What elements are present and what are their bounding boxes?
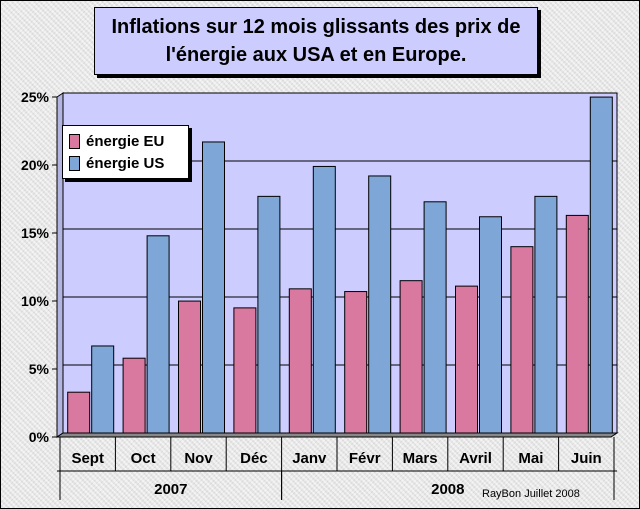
legend: énergie EU énergie US xyxy=(62,125,189,179)
x-tick-label: Mars xyxy=(403,450,438,467)
bar-us xyxy=(368,175,392,434)
plot-floor xyxy=(55,432,619,438)
y-tick-label: 10% xyxy=(21,293,50,309)
x-tick-label: Oct xyxy=(131,450,156,467)
y-tick-label: 25% xyxy=(21,89,50,105)
x-tick-label: Déc xyxy=(240,450,268,467)
x-tick-label: Juin xyxy=(571,450,602,467)
bar-eu xyxy=(565,214,589,434)
bar-us xyxy=(423,201,447,434)
group-label: 2008 xyxy=(431,481,464,498)
legend-item-us: énergie US xyxy=(69,153,164,173)
bar-eu xyxy=(399,280,423,434)
bar-us xyxy=(202,141,225,434)
bar-eu xyxy=(233,307,257,434)
bar-us xyxy=(146,235,170,434)
bar-eu xyxy=(344,291,368,434)
bar-eu xyxy=(122,357,146,434)
x-tick-label: Févr xyxy=(349,450,381,467)
legend-label-us: énergie US xyxy=(86,154,165,172)
bar-us xyxy=(589,96,613,434)
bar-us xyxy=(534,195,558,434)
x-tick-label: Nov xyxy=(184,450,213,467)
legend-label-eu: énergie EU xyxy=(86,132,165,150)
y-tick-label: 0% xyxy=(29,429,50,445)
group-label: 2007 xyxy=(154,481,187,498)
bar-eu xyxy=(510,246,534,434)
x-tick-label: Sept xyxy=(71,450,104,467)
bar-us xyxy=(257,195,281,434)
legend-item-eu: énergie EU xyxy=(69,131,164,151)
legend-swatch-us xyxy=(69,155,80,171)
x-tick-label: Janv xyxy=(292,450,327,467)
x-tick-label: Mai xyxy=(518,450,543,467)
y-tick-label: 15% xyxy=(21,225,50,241)
bar-eu xyxy=(288,288,312,434)
bar-us xyxy=(312,165,336,434)
bar-eu xyxy=(178,300,201,434)
bar-us xyxy=(91,345,115,434)
bar-eu xyxy=(455,285,478,434)
legend-swatch-eu xyxy=(69,133,80,149)
bar-eu xyxy=(67,391,91,434)
chart-title: Inflations sur 12 mois glissants des pri… xyxy=(94,7,538,75)
bar-us xyxy=(479,216,502,434)
y-tick-label: 20% xyxy=(21,157,50,173)
credit-text: RayBon Juillet 2008 xyxy=(482,488,580,500)
y-tick-label: 5% xyxy=(29,361,50,377)
x-tick-label: Avril xyxy=(459,450,492,467)
